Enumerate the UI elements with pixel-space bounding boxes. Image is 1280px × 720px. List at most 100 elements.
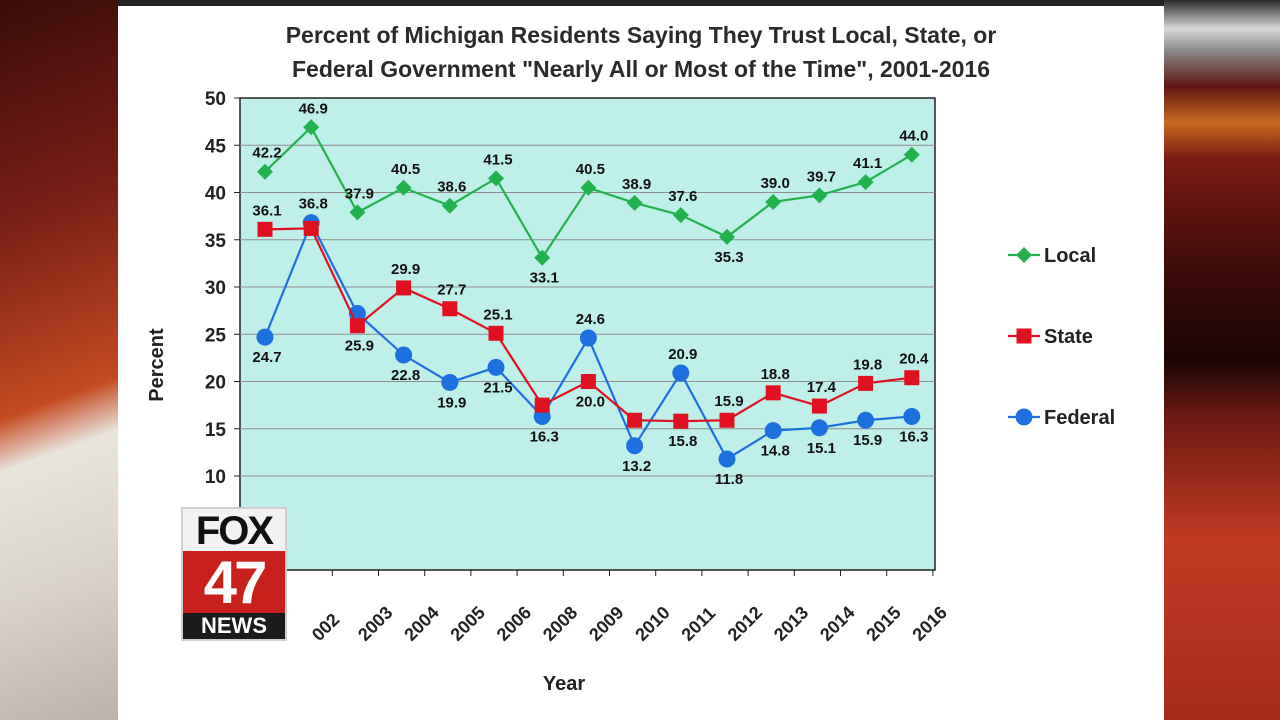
logo-number-text: 47 <box>183 551 285 615</box>
local-data-label: 37.6 <box>668 188 697 205</box>
state-data-label: 19.8 <box>853 356 882 373</box>
federal-data-label: 36.8 <box>299 196 328 213</box>
local-data-label: 33.1 <box>530 270 559 287</box>
federal-marker <box>579 329 597 347</box>
state-marker <box>719 412 735 428</box>
state-data-label: 25.9 <box>345 338 374 355</box>
state-data-label: 25.1 <box>483 306 512 323</box>
x-tick-label: 2006 <box>493 602 535 644</box>
local-marker <box>349 204 366 221</box>
local-data-label: 41.1 <box>853 155 882 172</box>
local-marker <box>534 249 551 266</box>
local-data-label: 39.7 <box>807 168 836 185</box>
federal-data-label: 13.2 <box>622 458 651 475</box>
local-data-label: 35.3 <box>714 249 743 266</box>
legend-federal-marker <box>1015 408 1033 426</box>
local-marker <box>672 207 689 224</box>
y-tick-label: 40 <box>205 184 226 205</box>
state-marker <box>396 280 412 296</box>
federal-data-label: 11.8 <box>715 471 743 488</box>
x-tick-label: 2008 <box>539 602 581 644</box>
state-data-label: 20.4 <box>899 351 929 368</box>
federal-data-label: 14.8 <box>761 443 790 460</box>
legend-state-marker <box>1016 328 1032 344</box>
x-tick-label: 2005 <box>446 602 488 644</box>
x-tick-label: 2003 <box>354 602 396 644</box>
federal-data-label: 24.6 <box>576 311 605 328</box>
local-marker <box>488 170 504 187</box>
federal-data-label: 15.9 <box>853 432 882 449</box>
state-marker <box>488 325 504 341</box>
local-marker <box>719 228 735 245</box>
x-tick-label: 2013 <box>770 602 812 644</box>
legend-label-federal: Federal <box>1044 407 1115 429</box>
state-marker <box>904 370 920 386</box>
local-marker <box>626 194 643 211</box>
state-marker <box>303 220 319 236</box>
state-marker <box>349 318 365 334</box>
slide-top-bar <box>118 0 1164 6</box>
fox47-news-logo: FOX 47 NEWS <box>181 507 287 641</box>
federal-data-label: 16.3 <box>899 428 928 445</box>
y-tick-label: 25 <box>205 325 227 346</box>
logo-news-text: NEWS <box>183 613 285 639</box>
x-tick-label: 002 <box>308 609 343 644</box>
local-marker <box>811 187 828 204</box>
state-data-label: 17.4 <box>807 379 837 396</box>
local-marker <box>257 163 273 180</box>
local-marker <box>765 193 782 210</box>
y-tick-label: 15 <box>205 420 227 441</box>
local-data-label: 46.9 <box>299 100 328 117</box>
federal-data-label: 20.9 <box>668 346 697 363</box>
local-data-label: 37.9 <box>345 185 374 202</box>
x-tick-label: 2015 <box>862 602 904 644</box>
federal-data-label: 22.8 <box>391 367 420 384</box>
state-marker <box>580 374 596 389</box>
federal-marker <box>764 422 782 440</box>
x-tick-label: 2010 <box>631 602 673 644</box>
y-tick-label: 45 <box>205 136 227 157</box>
x-tick-label: 2009 <box>585 602 627 644</box>
state-marker <box>627 412 643 428</box>
federal-marker <box>395 346 413 364</box>
federal-data-label: 24.7 <box>252 349 281 366</box>
local-marker <box>580 179 597 196</box>
local-marker <box>303 119 320 136</box>
x-tick-label: 2012 <box>724 602 766 644</box>
x-axis-title: Year <box>543 673 585 695</box>
federal-marker <box>256 328 274 346</box>
local-data-label: 38.6 <box>437 179 466 196</box>
state-data-label: 20.0 <box>576 394 605 411</box>
state-marker <box>257 221 273 237</box>
state-marker <box>811 398 827 414</box>
y-tick-label: 35 <box>205 231 227 252</box>
y-tick-label: 20 <box>205 373 226 394</box>
federal-marker <box>810 419 828 437</box>
local-data-label: 40.5 <box>391 161 420 178</box>
x-tick-label: 2011 <box>677 603 719 645</box>
local-data-label: 41.5 <box>483 151 512 168</box>
federal-marker <box>903 407 921 425</box>
federal-marker <box>487 358 505 376</box>
local-marker <box>395 179 412 196</box>
chart-title-line-2: Federal Government "Nearly All or Most o… <box>292 56 990 82</box>
local-marker <box>903 146 920 163</box>
local-marker <box>857 174 874 191</box>
federal-data-label: 19.9 <box>437 394 466 411</box>
state-data-label: 15.9 <box>714 393 743 410</box>
federal-marker <box>441 373 459 391</box>
local-data-label: 40.5 <box>576 161 605 178</box>
state-data-label: 29.9 <box>391 261 420 278</box>
federal-marker <box>626 437 644 455</box>
background-left <box>0 0 118 720</box>
y-tick-label: 10 <box>205 467 226 488</box>
federal-data-label: 15.1 <box>807 440 836 457</box>
x-tick-label: 2014 <box>816 602 858 644</box>
local-data-label: 39.0 <box>761 175 790 192</box>
chart-title: Percent of Michigan Residents Saying The… <box>118 18 1164 86</box>
state-data-label: 36.1 <box>252 202 281 219</box>
state-marker <box>673 413 689 429</box>
state-marker <box>858 375 874 391</box>
legend-local-marker <box>1016 247 1032 263</box>
